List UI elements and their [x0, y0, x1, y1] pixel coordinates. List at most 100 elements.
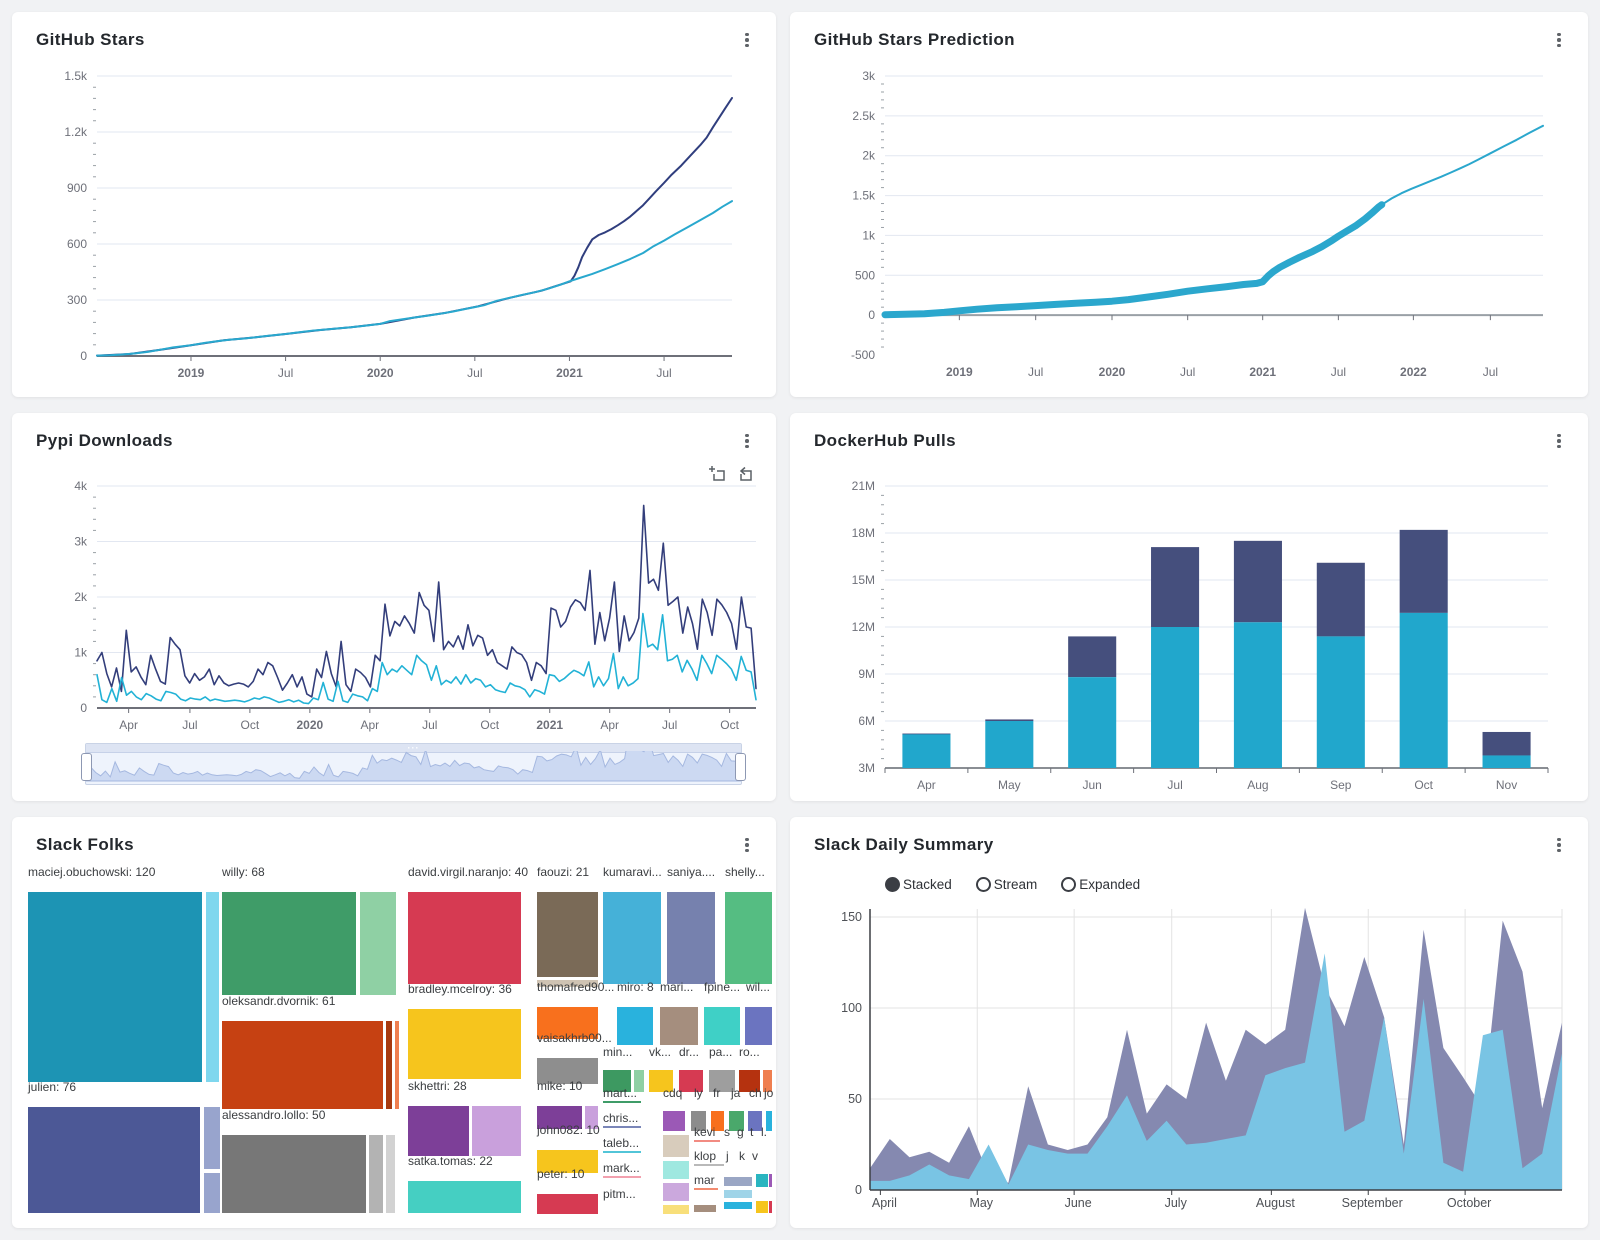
- kebab-menu-icon[interactable]: [740, 30, 754, 50]
- series-stars[interactable]: [96, 200, 733, 357]
- treemap-cell[interactable]: [663, 1161, 689, 1179]
- bar-segment[interactable]: [902, 733, 951, 735]
- treemap-cell[interactable]: [649, 1070, 673, 1092]
- dockerhub-pulls-chart[interactable]: 3M 6M 9M 12M 15M 18M 21M Apr May Jun Jul Aug Sep Oct N…: [790, 461, 1588, 801]
- treemap-cell[interactable]: [617, 1007, 653, 1045]
- bar-segment[interactable]: [985, 721, 1034, 768]
- treemap-cell[interactable]: [222, 1021, 383, 1109]
- treemap-cell[interactable]: [204, 1107, 220, 1169]
- legend-radio-expanded[interactable]: Expanded: [1061, 877, 1140, 892]
- radio-icon[interactable]: [885, 877, 900, 892]
- treemap-cell[interactable]: [663, 1205, 689, 1214]
- treemap-cell[interactable]: [28, 1107, 200, 1213]
- datazoom-move-handle[interactable]: ···: [86, 744, 741, 753]
- radio-icon[interactable]: [1061, 877, 1077, 892]
- datazoom-left-handle[interactable]: [81, 753, 92, 781]
- pypi-downloads-chart[interactable]: 0 1k 2k 3k 4k Apr Jul Oct 2020 Apr Jul Oct 2021 Apr Ju…: [12, 461, 776, 733]
- treemap-cell[interactable]: [585, 1106, 598, 1129]
- treemap-cell[interactable]: [756, 1174, 768, 1187]
- series-downloads[interactable]: [96, 612, 757, 705]
- treemap-cell[interactable]: [766, 1111, 772, 1131]
- treemap-cell[interactable]: [667, 892, 715, 984]
- bar-segment[interactable]: [1068, 636, 1117, 678]
- treemap-cell[interactable]: [691, 1111, 706, 1131]
- treemap-cell[interactable]: [769, 1174, 772, 1187]
- bar-segment[interactable]: [1482, 731, 1531, 756]
- legend-radio-stream[interactable]: Stream: [975, 877, 1037, 892]
- treemap-cell[interactable]: [711, 1111, 724, 1131]
- bar-segment[interactable]: [902, 734, 951, 768]
- treemap-cell[interactable]: [763, 1070, 772, 1092]
- treemap-cell[interactable]: [360, 892, 396, 995]
- treemap-cell[interactable]: [663, 1111, 685, 1131]
- treemap-cell[interactable]: [745, 1007, 772, 1045]
- series-stars-actual[interactable]: [881, 201, 1386, 319]
- radio-icon[interactable]: [975, 877, 991, 892]
- treemap-cell[interactable]: [537, 1150, 598, 1173]
- zoom-select-icon[interactable]: [708, 465, 727, 484]
- treemap-cell[interactable]: [704, 1007, 740, 1045]
- treemap-cell[interactable]: [222, 892, 356, 995]
- treemap-cell[interactable]: [739, 1070, 760, 1092]
- slack-daily-summary-chart[interactable]: 0 50 100 150 April May June July August September…: [790, 905, 1588, 1227]
- bar-segment[interactable]: [1151, 627, 1200, 768]
- bar-segment[interactable]: [1068, 677, 1117, 768]
- github-stars-prediction-chart[interactable]: -500 0 500 1k 1.5k 2k 2.5k 3k 2019 Jul 2020 Jul 2021…: [790, 60, 1588, 390]
- treemap-cell[interactable]: [724, 1190, 752, 1198]
- bar-segment[interactable]: [985, 719, 1034, 721]
- treemap-cell[interactable]: [408, 1106, 469, 1156]
- treemap-cell[interactable]: [204, 1173, 220, 1213]
- treemap-cell[interactable]: [709, 1070, 735, 1092]
- kebab-menu-icon[interactable]: [1552, 30, 1566, 50]
- treemap-cell[interactable]: [386, 1021, 392, 1109]
- treemap-cell[interactable]: [206, 892, 219, 1082]
- treemap-cell[interactable]: [660, 1007, 698, 1045]
- treemap-cell[interactable]: [386, 1135, 395, 1213]
- treemap-cell[interactable]: [756, 1201, 768, 1213]
- kebab-menu-icon[interactable]: [1552, 431, 1566, 451]
- datazoom-right-handle[interactable]: [735, 753, 746, 781]
- treemap-cell[interactable]: [679, 1070, 703, 1092]
- treemap-cell[interactable]: [663, 1135, 689, 1157]
- treemap-cell[interactable]: [729, 1111, 744, 1131]
- treemap-cell[interactable]: [408, 1181, 521, 1213]
- bar-segment[interactable]: [1316, 636, 1365, 768]
- bar-segment[interactable]: [1151, 547, 1200, 627]
- treemap-cell[interactable]: [663, 1183, 689, 1201]
- bar-segment[interactable]: [1316, 562, 1365, 637]
- treemap-cell[interactable]: [537, 980, 598, 987]
- treemap-cell[interactable]: [748, 1111, 762, 1131]
- treemap-cell[interactable]: [724, 1177, 752, 1186]
- treemap-cell[interactable]: [725, 892, 772, 984]
- kebab-menu-icon[interactable]: [1552, 835, 1566, 855]
- treemap-cell[interactable]: [472, 1106, 521, 1156]
- restore-icon[interactable]: [735, 465, 754, 484]
- datazoom-slider[interactable]: ···: [81, 743, 746, 785]
- series-stars-predicted[interactable]: [1380, 124, 1544, 206]
- treemap-cell[interactable]: [408, 1009, 521, 1079]
- legend-radio-stacked[interactable]: Stacked: [885, 877, 952, 892]
- treemap-cell[interactable]: [537, 1106, 582, 1129]
- bar-segment[interactable]: [1399, 529, 1448, 613]
- kebab-menu-icon[interactable]: [740, 835, 754, 855]
- treemap-cell[interactable]: [537, 1058, 598, 1084]
- series-downloads-total[interactable]: [96, 504, 757, 698]
- treemap-cell[interactable]: [724, 1202, 752, 1209]
- treemap-cell[interactable]: [603, 892, 661, 984]
- treemap-cell[interactable]: [369, 1135, 383, 1213]
- bar-segment[interactable]: [1233, 540, 1282, 623]
- treemap-cell[interactable]: [603, 1070, 631, 1092]
- bar-segment[interactable]: [1399, 612, 1448, 768]
- treemap-cell[interactable]: [537, 1194, 598, 1214]
- kebab-menu-icon[interactable]: [740, 431, 754, 451]
- treemap-cell[interactable]: [537, 1007, 598, 1039]
- treemap-cell[interactable]: [634, 1070, 644, 1092]
- treemap-cell[interactable]: [408, 892, 521, 984]
- treemap-cell[interactable]: [222, 1135, 366, 1213]
- treemap-cell[interactable]: [537, 892, 598, 977]
- treemap-cell[interactable]: [769, 1201, 772, 1213]
- area-messages[interactable]: [870, 953, 1562, 1190]
- bar-segment[interactable]: [1233, 622, 1282, 768]
- treemap-cell[interactable]: [694, 1205, 716, 1212]
- bar-segment[interactable]: [1482, 755, 1531, 768]
